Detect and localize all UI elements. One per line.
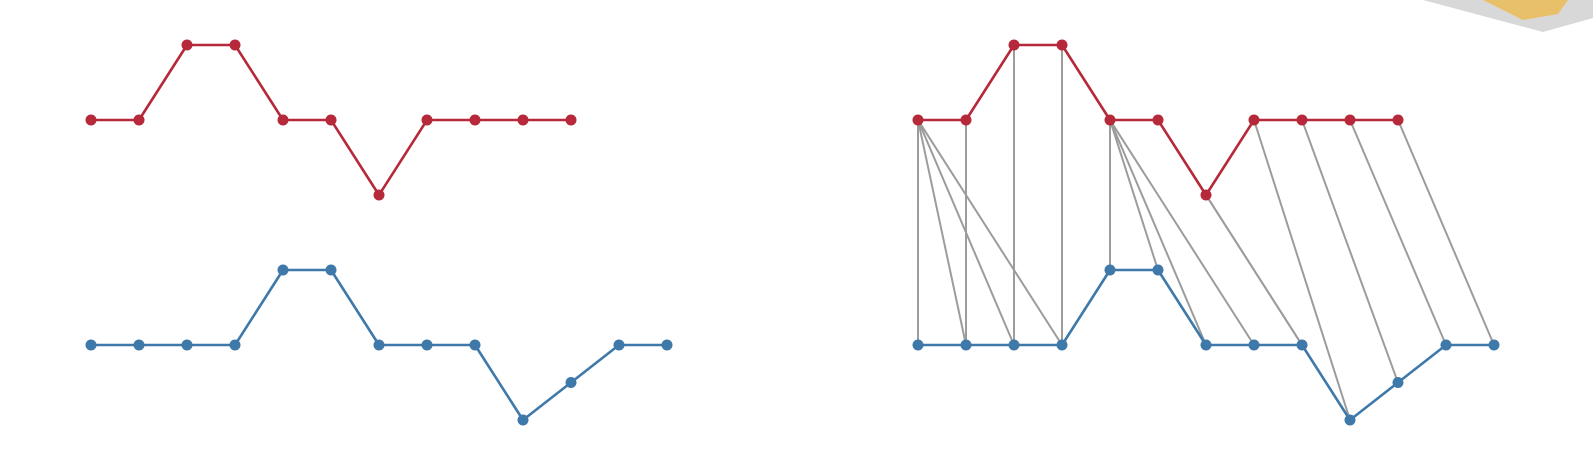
left-series-b-point-12 — [661, 339, 673, 351]
right-series-a-point-10 — [1392, 114, 1404, 126]
right-series-b-point-3 — [1056, 339, 1068, 351]
right-series-b-point-10 — [1392, 377, 1404, 388]
left-series-a-point-6 — [373, 189, 385, 201]
left-series-a-point-3 — [229, 39, 241, 51]
right-series-b-point-11 — [1440, 339, 1452, 351]
warping-link-8 — [1109, 119, 1159, 271]
left-series-a-point-1 — [133, 114, 145, 126]
warping-link-14 — [1301, 119, 1399, 384]
warping-link-13 — [1253, 119, 1351, 421]
right-series-a-point-0 — [912, 114, 924, 126]
warping-link-3 — [917, 119, 1063, 346]
left-series-a-point-7 — [421, 114, 433, 126]
left-series-b-point-9 — [517, 414, 529, 426]
left-series-b-point-2 — [181, 339, 193, 351]
warping-link-15 — [1349, 119, 1447, 346]
left-series-b-point-11 — [613, 339, 625, 351]
right-series-b-point-12 — [1488, 339, 1500, 351]
right-series-a-point-1 — [960, 114, 972, 126]
left-series-a-point-0 — [85, 114, 97, 126]
right-series-b-point-4 — [1104, 264, 1116, 276]
right-series-a-point-2 — [1008, 39, 1020, 51]
right-series-b-point-7 — [1248, 339, 1260, 351]
left-series-b-point-0 — [85, 339, 97, 351]
right-series-a-point-5 — [1152, 114, 1164, 126]
decorative-corner-icon — [1423, 0, 1593, 32]
right-series-a-point-8 — [1296, 114, 1308, 126]
left-series-b-point-8 — [469, 339, 481, 351]
warping-link-12 — [1205, 194, 1303, 346]
left-series-a-point-9 — [517, 114, 529, 126]
left-series-a-point-8 — [469, 114, 481, 126]
left-panel-unaligned-series — [85, 39, 673, 426]
right-series-b-point-9 — [1344, 414, 1356, 426]
warping-link-9 — [1109, 119, 1207, 346]
right-series-b-point-2 — [1008, 339, 1020, 351]
left-series-b-point-10 — [565, 377, 577, 388]
right-series-b-point-6 — [1200, 339, 1212, 351]
right-series-b-point-0 — [912, 339, 924, 351]
right-series-b-point-1 — [960, 339, 972, 351]
right-series-a-point-6 — [1200, 189, 1212, 201]
right-series-b-point-8 — [1296, 339, 1308, 351]
right-series-a-point-7 — [1248, 114, 1260, 126]
right-series-a-point-3 — [1056, 39, 1068, 51]
right-series-a-point-9 — [1344, 114, 1356, 126]
right-series-b-point-5 — [1152, 264, 1164, 276]
left-series-b-point-7 — [421, 339, 433, 351]
left-series-a-point-4 — [277, 114, 289, 126]
warping-links — [917, 44, 1495, 421]
warping-link-16 — [1397, 119, 1495, 346]
left-series-a-point-2 — [181, 39, 193, 51]
aligned-series — [912, 39, 1500, 426]
right-panel-warping-alignment — [912, 39, 1500, 426]
left-series-b-point-6 — [373, 339, 385, 351]
left-series-a-point-10 — [565, 114, 577, 126]
left-series-b-point-4 — [277, 264, 289, 276]
warping-link-10 — [1109, 119, 1255, 346]
left-series-a-point-5 — [325, 114, 337, 126]
left-series-b-point-1 — [133, 339, 145, 351]
left-series-b-point-3 — [229, 339, 241, 351]
warping-link-1 — [917, 119, 967, 346]
right-series-a-point-4 — [1104, 114, 1116, 126]
left-series-b-point-5 — [325, 264, 337, 276]
